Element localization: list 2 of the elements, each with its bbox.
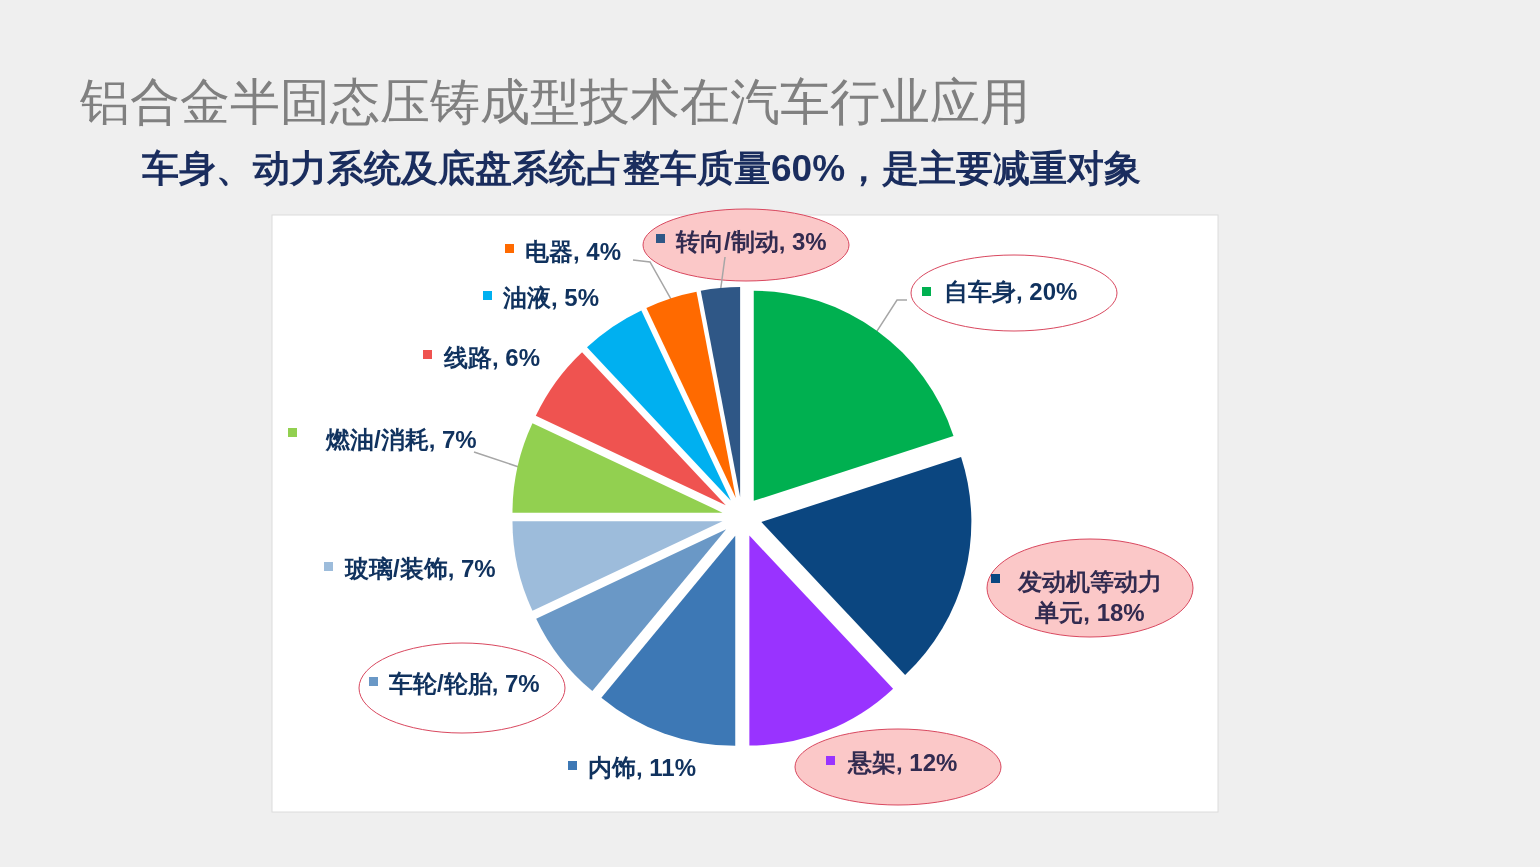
subtitle: 车身、动力系统及底盘系统占整车质量60%，是主要减重对象 [142, 147, 1142, 189]
title: 铝合金半固态压铸成型技术在汽车行业应用 [80, 74, 1030, 130]
